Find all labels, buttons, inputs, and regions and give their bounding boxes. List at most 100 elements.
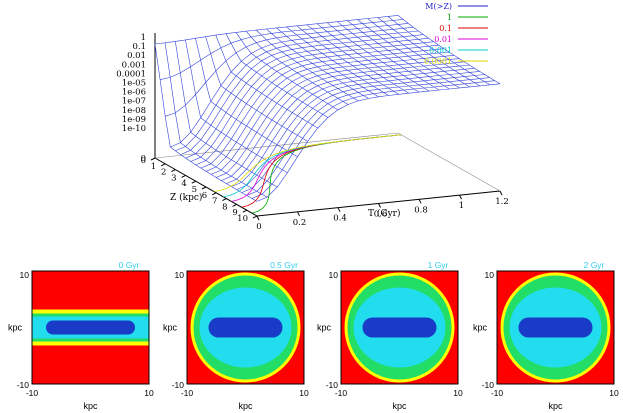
y-axis-label: kpc bbox=[163, 323, 178, 333]
z-tick bbox=[232, 203, 237, 207]
panel-frame bbox=[186, 270, 305, 385]
surface-mesh-line bbox=[180, 34, 424, 155]
t-tick bbox=[256, 215, 260, 221]
legend: M(>Z) 1 0.1 0.01 0.001 0.0001 bbox=[424, 2, 488, 66]
y-tick-label: 10 bbox=[485, 270, 495, 280]
legend-label: 1 bbox=[447, 13, 452, 22]
t-tick-label: 0.2 bbox=[293, 218, 307, 228]
t-tick bbox=[499, 190, 503, 196]
surface-mesh-line bbox=[251, 80, 495, 199]
x-tick-label: 10 bbox=[144, 388, 154, 398]
surface-mesh-line bbox=[326, 22, 430, 92]
surface-mesh-line bbox=[306, 24, 410, 94]
t-tick bbox=[297, 211, 300, 217]
y-axis-label: kpc bbox=[8, 323, 23, 333]
y-axis-label: kpc bbox=[473, 323, 488, 333]
m-tick-label: 0.001 bbox=[122, 60, 146, 70]
surface-mesh-line bbox=[175, 30, 419, 152]
legend-label: M(>Z) bbox=[425, 2, 452, 11]
z-axis-label: Z (kpc) bbox=[170, 192, 202, 203]
t-tick-label: 1 bbox=[459, 201, 464, 211]
y-axis-label: kpc bbox=[317, 323, 332, 333]
surface-mesh-line bbox=[154, 15, 399, 45]
t-tick-label: 0.8 bbox=[414, 205, 428, 215]
x-tick-label: 10 bbox=[299, 388, 309, 398]
z-tick bbox=[242, 209, 248, 213]
t-tick bbox=[337, 207, 341, 212]
surface-mesh-line bbox=[215, 34, 318, 129]
surface-mesh-line bbox=[190, 41, 434, 162]
y-tick-label: -10 bbox=[326, 380, 339, 390]
z-tick-label: 6 bbox=[202, 191, 207, 201]
m-tick-label: 0.0001 bbox=[116, 69, 146, 79]
z-tick-label: 0 bbox=[141, 156, 146, 166]
surface-mesh-line bbox=[226, 64, 470, 184]
contour-line-1 bbox=[251, 134, 402, 214]
surface-mesh-line bbox=[205, 36, 308, 142]
legend-label: 0.001 bbox=[429, 46, 452, 55]
t-tick bbox=[418, 199, 422, 204]
y-tick-label: -10 bbox=[172, 380, 185, 390]
z-tick-label: 4 bbox=[181, 179, 186, 189]
z-tick bbox=[171, 169, 176, 173]
z-tick bbox=[150, 157, 156, 161]
t-axis-label: T (Gyr) bbox=[368, 208, 400, 219]
z-tick-label: 9 bbox=[232, 208, 237, 218]
panel-title: 1 Gyr bbox=[428, 260, 449, 270]
surface-mesh-line bbox=[231, 67, 475, 187]
t-tick bbox=[459, 194, 462, 200]
z-tick bbox=[252, 215, 258, 219]
surface-mesh-line bbox=[316, 23, 420, 93]
surface-mesh-line bbox=[337, 21, 440, 91]
panel-frame bbox=[31, 270, 150, 385]
panel-0: 0 Gyr 10 -10 kpc -10 10 kpc bbox=[8, 260, 154, 411]
y-tick-label: 10 bbox=[175, 270, 185, 280]
t-tick-label: 0.4 bbox=[333, 214, 347, 224]
surface-mesh-line bbox=[185, 37, 429, 159]
surface-mesh-line bbox=[216, 58, 460, 178]
floor-back-edge bbox=[154, 132, 501, 192]
surface-mesh-line bbox=[246, 77, 490, 196]
legend-label: 0.01 bbox=[434, 35, 452, 44]
core-blue bbox=[518, 317, 593, 338]
m-tick-label: 1e-07 bbox=[122, 97, 146, 107]
x-axis-label: kpc bbox=[83, 401, 98, 411]
z-tick bbox=[181, 174, 186, 178]
x-tick-label: -10 bbox=[181, 388, 194, 398]
surface-mesh-line bbox=[165, 23, 409, 117]
surface-plot: Z (kpc) T (Gyr) 10.10.010.0010.00011e-05… bbox=[116, 15, 509, 232]
panel-title: 0 Gyr bbox=[119, 260, 140, 270]
x-tick-label: -10 bbox=[26, 388, 39, 398]
core-blue bbox=[46, 320, 135, 335]
panel-frame bbox=[340, 270, 459, 385]
y-tick-label: -10 bbox=[17, 380, 30, 390]
contour-line-0.0001 bbox=[214, 134, 402, 192]
legend-label: 0.0001 bbox=[424, 57, 452, 66]
m-tick-label: 1e-05 bbox=[122, 79, 146, 89]
z-tick-label: 7 bbox=[212, 197, 217, 207]
surface-mesh-line bbox=[160, 19, 404, 80]
surface-mesh-line bbox=[200, 48, 444, 169]
z-tick bbox=[160, 163, 166, 167]
legend-label: 0.1 bbox=[439, 24, 452, 33]
surface-mesh-line bbox=[241, 74, 485, 193]
panel-title: 2 Gyr bbox=[584, 260, 605, 270]
z-tick-label: 5 bbox=[192, 185, 197, 195]
t-tick-label: 1.2 bbox=[495, 197, 509, 207]
floor-outline bbox=[154, 157, 501, 217]
y-tick-label: -10 bbox=[482, 380, 495, 390]
z-tick bbox=[191, 180, 197, 184]
t-tick bbox=[378, 203, 381, 208]
x-axis-label: kpc bbox=[392, 401, 407, 411]
m-tick-label: 0.1 bbox=[132, 42, 146, 52]
z-tick bbox=[201, 186, 207, 190]
y-tick-label: 10 bbox=[329, 270, 339, 280]
panel-1: 1 Gyr 10 -10 kpc -10 10 kpc bbox=[317, 260, 463, 411]
z-tick bbox=[222, 198, 227, 202]
t-tick-label: 0.6 bbox=[374, 210, 388, 220]
m-tick-label: 1e-10 bbox=[122, 124, 146, 134]
m-tick-label: 0.01 bbox=[127, 51, 146, 61]
z-tick-label: 10 bbox=[237, 214, 248, 224]
x-axis-label: kpc bbox=[238, 401, 253, 411]
t-tick-label: 0 bbox=[256, 222, 261, 232]
